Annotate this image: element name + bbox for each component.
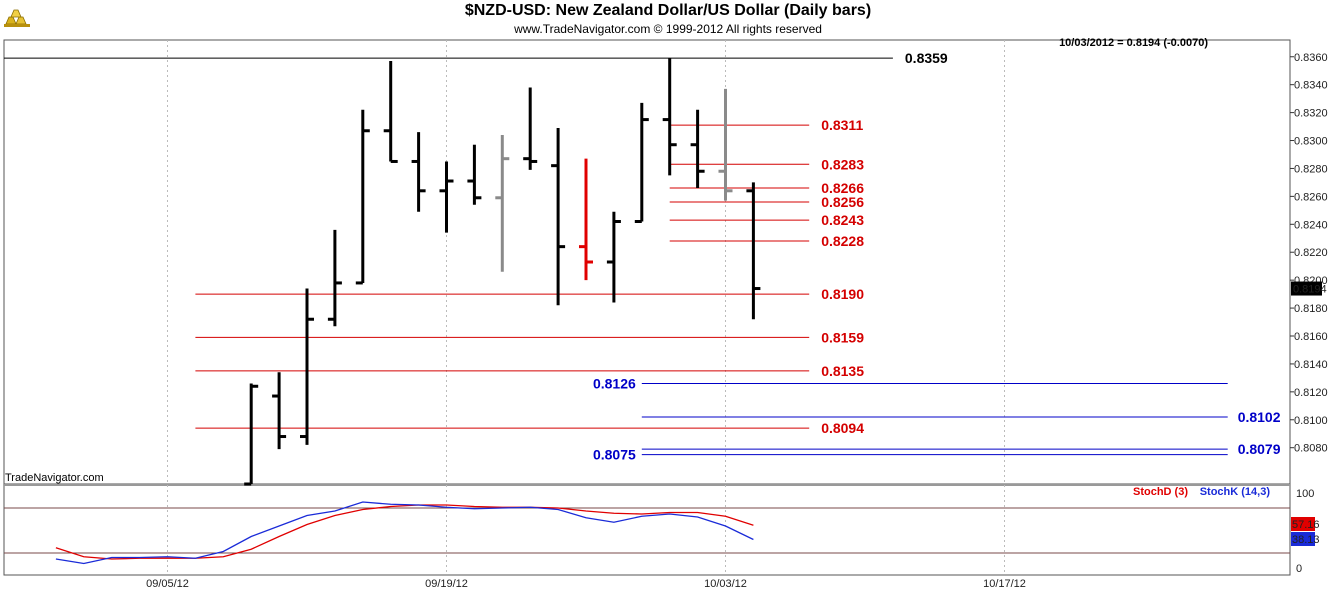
price-axis: 0.8080 0.8100 0.8120 0.8140 0.8160 0.8180 0.82… <box>1290 52 1328 455</box>
level-label: 0.8102 <box>1238 409 1281 425</box>
price-tick-label: 0.8360 <box>1294 52 1328 64</box>
stochD-line <box>55 504 754 560</box>
level-label: 0.8094 <box>821 420 864 436</box>
date-tick-label: 09/05/12 <box>146 578 189 590</box>
price-tick-label: 0.8160 <box>1294 331 1328 343</box>
grid-lines <box>3 39 1291 576</box>
level-label: 0.8079 <box>1238 441 1281 457</box>
price-tick-label: 0.8080 <box>1294 443 1328 455</box>
stochD-last-badge-text: 57.16 <box>1292 519 1320 531</box>
stochastic-plot-frame <box>3 484 1291 576</box>
level-label: 0.8311 <box>821 117 863 133</box>
level-label: 0.8126 <box>593 375 636 391</box>
stochastic-panel: 0 100 StochD (3) StochK (14,3) 57.16 38.13 <box>4 486 1320 575</box>
level-label: 0.8190 <box>821 286 864 302</box>
level-label: 0.8256 <box>821 194 864 210</box>
price-tick-label: 0.8220 <box>1294 247 1328 259</box>
stoch-tick-label: 100 <box>1296 488 1314 500</box>
price-tick-label: 0.8320 <box>1294 108 1328 120</box>
stoch-tick-label: 0 <box>1296 563 1302 575</box>
level-label: 0.8159 <box>821 329 864 345</box>
legend-stochD: StochD (3) <box>1133 486 1188 498</box>
date-axis: 09/05/12 09/19/12 10/03/12 10/17/12 <box>146 578 1026 590</box>
price-tick-label: 0.8240 <box>1294 219 1328 231</box>
price-tick-label: 0.8100 <box>1294 415 1328 427</box>
level-label: 0.8135 <box>821 363 864 379</box>
price-tick-label: 0.8120 <box>1294 387 1328 399</box>
level-label: 0.8359 <box>905 50 948 66</box>
stochK-last-badge-text: 38.13 <box>1292 534 1320 546</box>
date-tick-label: 10/03/12 <box>704 578 747 590</box>
level-label: 0.8243 <box>821 212 864 228</box>
price-tick-label: 0.8260 <box>1294 191 1328 203</box>
level-label: 0.8075 <box>593 447 636 463</box>
last-price-label: 0.8194 <box>1293 284 1327 296</box>
date-tick-label: 09/19/12 <box>425 578 468 590</box>
legend-stochK: StochK (14,3) <box>1200 486 1271 498</box>
chart-title: $NZD-USD: New Zealand Dollar/US Dollar (… <box>464 2 872 19</box>
price-tick-label: 0.8280 <box>1294 163 1328 175</box>
last-bar-info: 10/03/2012 = 0.8194 (-0.0070) <box>1059 37 1208 49</box>
stochK-last-badge <box>1291 532 1315 546</box>
price-tick-label: 0.8140 <box>1294 359 1328 371</box>
price-bars <box>244 58 761 486</box>
watermark-text: TradeNavigator.com <box>5 472 104 484</box>
level-label: 0.8266 <box>821 180 864 196</box>
level-label: 0.8283 <box>821 156 864 172</box>
last-price-badge <box>1291 281 1322 296</box>
level-label: 0.8228 <box>821 233 864 249</box>
price-tick-label: 0.8180 <box>1294 303 1328 315</box>
price-tick-label: 0.8300 <box>1294 136 1328 148</box>
stochD-last-badge <box>1291 517 1315 531</box>
price-tick-label: 0.8340 <box>1294 80 1328 92</box>
stochK-line <box>55 501 754 565</box>
chart-subtitle: www.TradeNavigator.com © 1999-2012 All r… <box>514 22 822 36</box>
date-tick-label: 10/17/12 <box>983 578 1026 590</box>
gold-bars-icon <box>4 9 30 27</box>
